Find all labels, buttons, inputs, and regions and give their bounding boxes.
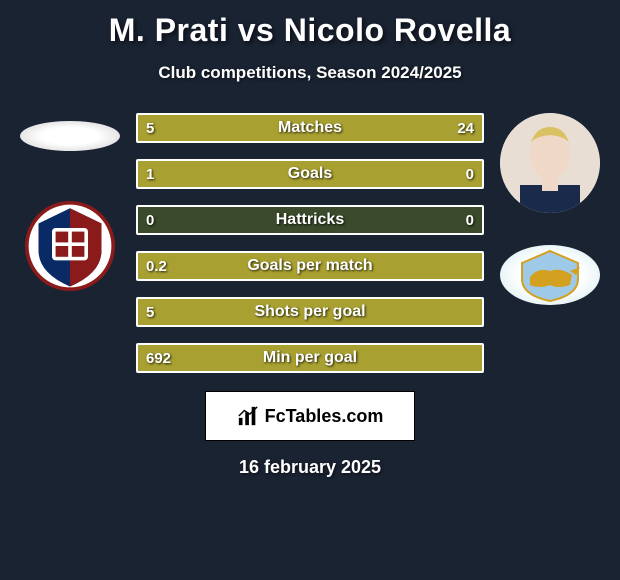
stat-bar: 5Matches24: [136, 113, 484, 143]
stat-value-left: 692: [146, 345, 171, 371]
stat-value-left: 1: [146, 161, 154, 187]
left-player-column: [10, 113, 130, 373]
stat-fill-left: [138, 345, 482, 371]
stat-value-left: 0: [146, 207, 154, 233]
footer-date: 16 february 2025: [0, 457, 620, 478]
stat-value-right: 24: [457, 115, 474, 141]
chart-icon: [237, 405, 259, 427]
stat-value-left: 5: [146, 299, 154, 325]
stat-fill-right: [196, 115, 482, 141]
comparison-row: 5Matches241Goals00Hattricks00.2Goals per…: [0, 113, 620, 373]
page-subtitle: Club competitions, Season 2024/2025: [0, 63, 620, 83]
cagliari-crest-icon: [25, 201, 115, 291]
stat-bar: 0Hattricks0: [136, 205, 484, 235]
right-club-badge: [500, 245, 600, 305]
right-player-photo: [500, 113, 600, 213]
brand-badge[interactable]: FcTables.com: [205, 391, 415, 441]
stats-bars: 5Matches241Goals00Hattricks00.2Goals per…: [130, 113, 490, 373]
brand-text: FcTables.com: [265, 406, 384, 427]
right-player-column: [490, 113, 610, 373]
stat-bar: 1Goals0: [136, 159, 484, 189]
stat-fill-left: [138, 299, 482, 325]
page-title: M. Prati vs Nicolo Rovella: [0, 0, 620, 49]
stat-fill-left: [138, 253, 482, 279]
stat-value-left: 5: [146, 115, 154, 141]
stat-value-left: 0.2: [146, 253, 167, 279]
stat-label: Hattricks: [138, 207, 482, 233]
stat-bar: 692Min per goal: [136, 343, 484, 373]
left-player-photo: [20, 121, 120, 151]
stat-fill-left: [138, 161, 482, 187]
stat-value-right: 0: [466, 161, 474, 187]
stat-bar: 0.2Goals per match: [136, 251, 484, 281]
left-club-badge: [25, 201, 115, 291]
lazio-crest-icon: [500, 245, 600, 305]
stat-value-right: 0: [466, 207, 474, 233]
stat-bar: 5Shots per goal: [136, 297, 484, 327]
